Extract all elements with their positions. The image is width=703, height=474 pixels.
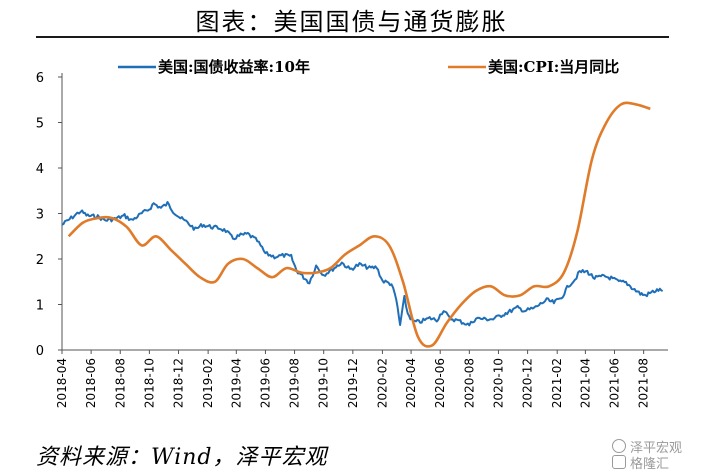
x-tick-label: 2021-08 bbox=[637, 358, 651, 408]
x-tick-label: 2019-06 bbox=[258, 358, 272, 408]
gelonghui-logo-icon bbox=[612, 455, 626, 469]
x-tick-label: 2020-12 bbox=[521, 358, 535, 408]
x-tick-label: 2021-02 bbox=[550, 358, 564, 408]
x-tick-label: 2021-04 bbox=[578, 358, 592, 408]
x-tick-label: 2018-06 bbox=[84, 358, 98, 408]
wechat-icon bbox=[612, 439, 626, 453]
series-lines bbox=[61, 101, 664, 348]
watermark-line2: 格隆汇 bbox=[630, 457, 670, 472]
y-tick-label: 2 bbox=[36, 253, 44, 268]
title-rule bbox=[36, 36, 669, 38]
x-tick-label: 2020-02 bbox=[375, 358, 389, 408]
y-tick-label: 5 bbox=[36, 117, 44, 132]
x-tick-label: 2019-04 bbox=[229, 358, 243, 408]
x-tick-label: 2020-10 bbox=[491, 358, 505, 408]
series-line-treasury-10y bbox=[61, 201, 664, 327]
y-tick-label: 6 bbox=[36, 71, 44, 86]
series-line-cpi-yoy bbox=[67, 101, 651, 348]
y-tick-label: 1 bbox=[36, 299, 44, 314]
y-tick-label: 4 bbox=[36, 162, 44, 177]
source-note: 资料来源：Wind，泽平宏观 bbox=[36, 445, 328, 470]
legend: 美国:国债收益率:10年 美国:CPI:当月同比 bbox=[118, 58, 619, 76]
y-tick-label: 3 bbox=[36, 208, 44, 223]
x-tick-label: 2019-08 bbox=[288, 358, 302, 408]
x-tick-label: 2020-08 bbox=[462, 358, 476, 408]
legend-label: 美国:CPI:当月同比 bbox=[488, 58, 619, 76]
axes: 0 1 2 3 4 5 6 2018-04 2018-06 2018-08 2018-10 2018-… bbox=[36, 71, 668, 408]
x-tick-label: 2018-10 bbox=[142, 358, 156, 408]
legend-label: 美国:国债收益率:10年 bbox=[158, 58, 310, 76]
x-tick-label: 2019-12 bbox=[346, 358, 360, 408]
x-tick-label: 2019-10 bbox=[317, 358, 331, 408]
x-tick-label: 2020-04 bbox=[404, 358, 418, 408]
x-tick-label: 2019-02 bbox=[201, 358, 215, 408]
x-tick-label: 2018-12 bbox=[172, 358, 186, 408]
x-tick-label: 2021-06 bbox=[608, 358, 622, 408]
x-tick-label: 2018-04 bbox=[55, 358, 69, 408]
watermark-line1: 泽平宏观 bbox=[630, 441, 683, 456]
watermark: 泽平宏观 格隆汇 bbox=[612, 437, 698, 472]
x-tick-label: 2018-08 bbox=[113, 358, 127, 408]
y-tick-label: 0 bbox=[36, 344, 44, 359]
chart-title: 图表：美国国债与通货膨胀 bbox=[195, 8, 508, 36]
x-tick-label: 2020-06 bbox=[433, 358, 447, 408]
